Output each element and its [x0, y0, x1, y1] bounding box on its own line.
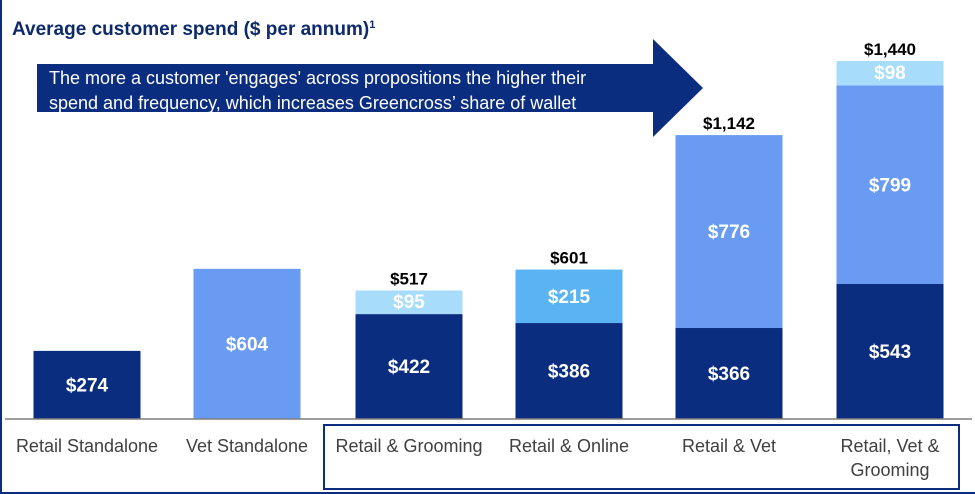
bar-3-segment-1-label: $422 [388, 357, 430, 378]
multi-proposition-highlight-box [323, 424, 960, 490]
category-label-6-line-2: Grooming [850, 460, 929, 480]
chart-title-text: Average customer spend ($ per annum) [12, 19, 369, 40]
bar-5-segment-2 [675, 135, 783, 329]
category-label-6-line-1: Retail, Vet & [840, 436, 939, 456]
bar-1-segment-1-label: $274 [66, 376, 109, 397]
category-label-3: Retail & Grooming [335, 436, 482, 456]
bar-1-segment-1 [33, 350, 141, 419]
bar-6-segment-2-label: $799 [869, 175, 911, 196]
bars-group: $274$604$422$95$517$386$215$601$366$776$… [33, 40, 944, 419]
bar-3-segment-1 [355, 314, 463, 419]
bar-5-segment-1 [675, 328, 783, 419]
category-label-2-line-1: Vet Standalone [186, 436, 308, 456]
bar-4: $386 $215 $601 [515, 249, 623, 419]
category-label-6: Retail, Vet & Grooming [840, 436, 939, 480]
callout-arrow-shape [37, 39, 703, 137]
category-label-2: Vet Standalone [186, 436, 308, 456]
bar-6-segment-1-label: $543 [869, 342, 911, 363]
bar-6-total-label: $1,440 [864, 40, 916, 59]
bar-6-segment-3-label: $98 [874, 63, 906, 84]
bar-3-segment-2 [355, 290, 463, 315]
callout-arrow: The more a customer 'engages' across pro… [37, 39, 703, 137]
bar-4-segment-2 [515, 269, 623, 324]
category-label-1: Retail Standalone [16, 436, 158, 456]
bar-2-segment-1 [193, 268, 301, 419]
bar-6-segment-3 [836, 61, 944, 86]
chart-title-footnote: 1 [369, 19, 375, 31]
bar-3-total-label: $517 [390, 269, 428, 288]
bar-5: $366 $776 $1,142 [675, 114, 783, 419]
callout-line-2: spend and frequency, which increases Gre… [49, 93, 576, 113]
bar-5-segment-2-label: $776 [708, 222, 750, 243]
callout-line-1: The more a customer 'engages' across pro… [49, 68, 586, 88]
category-label-1-line-1: Retail Standalone [16, 436, 158, 456]
bar-4-segment-1 [515, 323, 623, 419]
bar-3: $422 $95 $517 [355, 269, 463, 419]
bar-6-segment-2 [836, 85, 944, 285]
category-label-5-line-1: Retail & Vet [682, 436, 776, 456]
category-label-5: Retail & Vet [682, 436, 776, 456]
bar-2-segment-1-label: $604 [226, 335, 269, 356]
bar-4-segment-1-label: $386 [548, 362, 590, 383]
category-labels-group: Retail Standalone Vet Standalone Retail & … [16, 436, 940, 480]
bar-6-segment-1 [836, 284, 944, 419]
bar-1: $274 [33, 350, 141, 419]
bar-4-segment-2-label: $215 [548, 287, 591, 308]
bar-5-segment-1-label: $366 [708, 364, 750, 385]
bar-2: $604 [193, 268, 301, 419]
category-label-3-line-1: Retail & Grooming [335, 436, 482, 456]
category-label-4-line-1: Retail & Online [509, 436, 629, 456]
bar-3-segment-2-label: $95 [393, 292, 425, 313]
bar-5-total-label: $1,142 [703, 114, 755, 133]
category-label-4: Retail & Online [509, 436, 629, 456]
chart-title: Average customer spend ($ per annum)1 [12, 19, 375, 40]
bar-6: $543 $799 $98 $1,440 [836, 40, 944, 419]
bar-4-total-label: $601 [550, 249, 588, 268]
